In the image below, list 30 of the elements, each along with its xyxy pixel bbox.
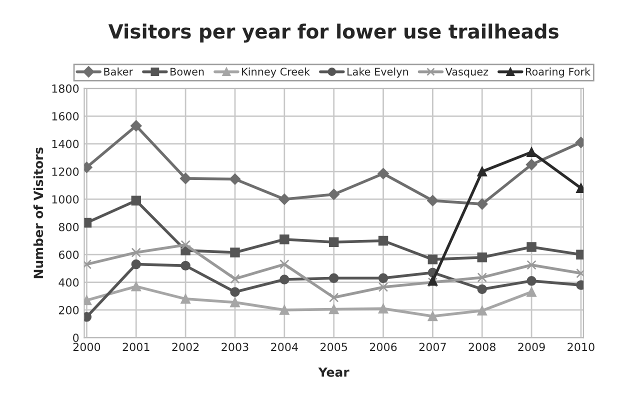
x-tick-label: 2008	[468, 342, 496, 352]
y-tick-label: 1600	[52, 112, 79, 121]
y-tick-label: 400	[58, 278, 79, 287]
x-tick-label: 2006	[370, 342, 397, 352]
y-tick-label: 600	[58, 250, 79, 259]
legend-label: Roaring Fork	[526, 68, 590, 78]
x-tick-label: 2001	[122, 342, 150, 352]
legend-label: Bowen	[170, 68, 204, 76]
x-tick-label: 2007	[419, 342, 446, 352]
y-tick-label: 800	[58, 222, 79, 232]
chart-title: Visitors per year for lower use trailheads	[108, 24, 558, 43]
x-axis-title: Year	[318, 368, 350, 377]
x-tick-label: 2003	[222, 342, 248, 352]
x-tick-label: 2002	[172, 342, 199, 352]
legend-label: Baker	[104, 68, 134, 76]
x-tick-label: 2009	[518, 342, 545, 352]
y-tick-label: 1200	[52, 167, 79, 176]
y-tick-label: 1400	[52, 140, 79, 148]
y-tick-label: 200	[58, 306, 79, 314]
legend-label: Vasquez	[445, 68, 488, 78]
x-tick-label: 2004	[271, 342, 298, 352]
y-tick-label: 1000	[52, 195, 79, 204]
x-tick-label: 2000	[73, 342, 100, 352]
legend-label: Kinney Creek	[242, 68, 310, 78]
legend-label: Lake Evelyn	[348, 68, 408, 78]
y-axis-title: Number of Visitors	[33, 147, 44, 278]
x-tick-label: 2005	[320, 342, 348, 352]
y-tick-label: 1800	[52, 84, 79, 93]
y-tick-label: 0	[73, 334, 79, 342]
x-tick-label: 2010	[568, 342, 594, 352]
